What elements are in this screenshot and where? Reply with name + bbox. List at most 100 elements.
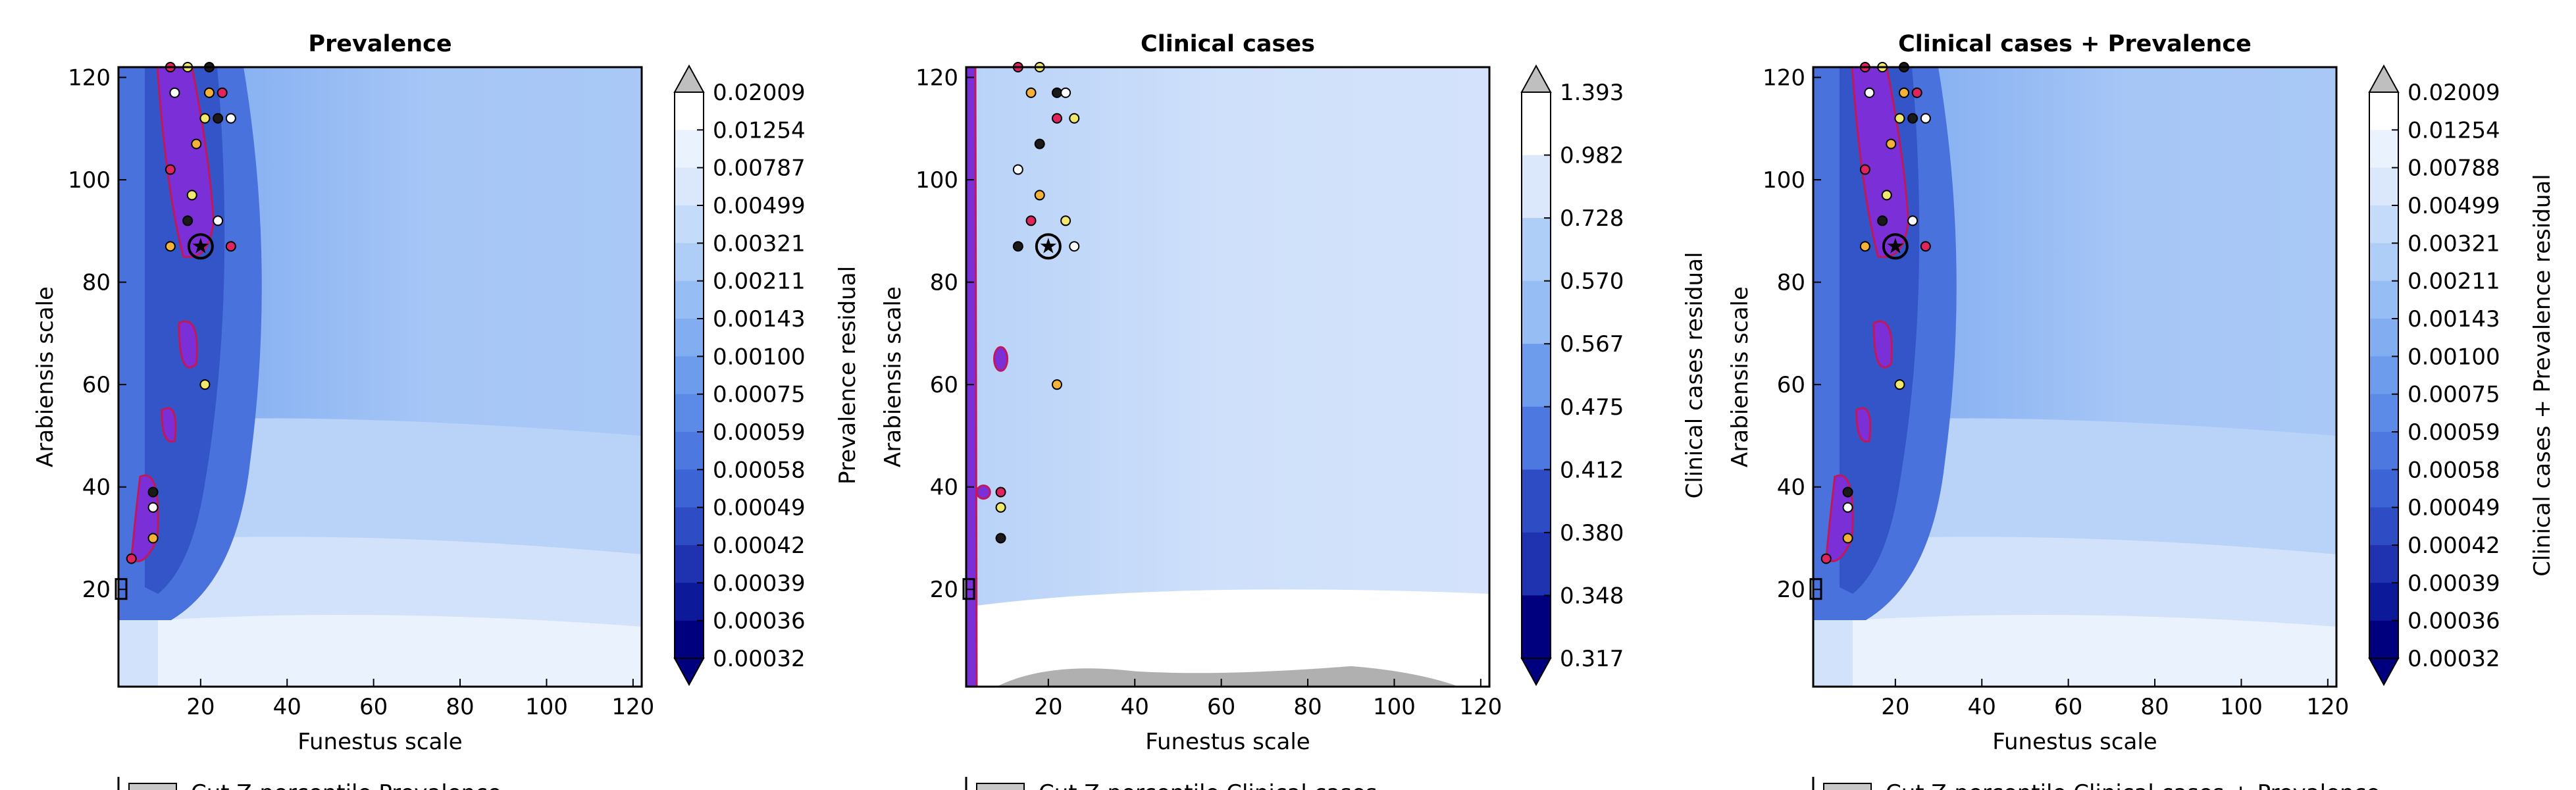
y-axis-label: Arabiensis scale <box>32 286 59 467</box>
colorbar-under-arrow <box>1520 658 1552 687</box>
colorbar-segment <box>675 280 704 319</box>
scatter-point <box>1051 113 1062 124</box>
colorbar-segment <box>675 583 704 621</box>
colorbar-tick-label: 0.00042 <box>2408 533 2500 559</box>
colorbar-tick-label: 0.475 <box>1560 394 1624 421</box>
field-base <box>966 67 1489 687</box>
colorbar-tick-label: 0.00032 <box>713 646 806 672</box>
legend-swatch <box>128 783 177 790</box>
y-tick-label: 120 <box>1763 65 1805 92</box>
colorbar-segment <box>675 205 704 244</box>
heatmap-field <box>1813 67 2336 687</box>
colorbar-tick-label: 0.00075 <box>2408 382 2500 408</box>
colorbar-segment <box>1522 469 1551 533</box>
scatter-point <box>1911 87 1922 98</box>
legend-swatch <box>976 783 1025 790</box>
colorbar-tick-label: 0.02009 <box>713 80 806 106</box>
panel-title: Clinical cases + Prevalence <box>1898 31 2252 57</box>
colorbar-tick-label: 0.00042 <box>713 533 806 559</box>
colorbar-tick-label: 0.00100 <box>2408 344 2500 370</box>
x-tick-label: 20 <box>186 694 215 720</box>
x-tick-label: 40 <box>1121 694 1149 720</box>
colorbar-over-arrow <box>1520 64 1552 93</box>
colorbar-segment <box>675 92 704 130</box>
scatter-point <box>147 487 159 498</box>
scatter-point <box>995 487 1006 498</box>
colorbar-segment <box>2369 92 2398 130</box>
colorbar-segment <box>1522 595 1551 659</box>
colorbar-over-arrow <box>673 64 705 93</box>
heatmap-field <box>966 67 1489 687</box>
scatter-point <box>995 502 1006 513</box>
y-tick-label: 60 <box>930 372 958 398</box>
scatter-point <box>1060 215 1071 226</box>
colorbar-tick-label: 0.412 <box>1560 457 1624 483</box>
x-axis-label: Funestus scale <box>1145 729 1310 755</box>
scatter-point <box>126 553 137 564</box>
x-tick-label: 60 <box>359 694 388 720</box>
x-tick-label: 100 <box>1373 694 1416 720</box>
colorbar-tick-label: 0.00049 <box>713 495 806 521</box>
y-axis-label: Arabiensis scale <box>880 286 906 467</box>
scatter-point <box>182 215 193 226</box>
cut-region-3 <box>1855 407 1872 443</box>
colorbar-segment <box>675 620 704 659</box>
colorbar-segment <box>675 319 704 357</box>
cut-region-small <box>993 346 1009 372</box>
over-range-patch <box>996 666 1460 687</box>
y-tick-label: 80 <box>930 270 958 296</box>
scatter-point <box>1898 87 1909 98</box>
plot-frame <box>965 66 1491 688</box>
colorbar-tick-label: 0.00499 <box>2408 193 2500 219</box>
colorbar-segment <box>675 356 704 395</box>
colorbar-tick-label: 0.728 <box>1560 205 1624 232</box>
cut-region-2 <box>1872 320 1893 369</box>
colorbar-frame <box>2369 92 2399 659</box>
colorbar-segment <box>2369 469 2398 508</box>
y-tick-label: 100 <box>915 167 958 194</box>
x-tick-label: 80 <box>1293 694 1322 720</box>
y-tick-label: 40 <box>1777 475 1805 501</box>
scatter-point <box>1881 190 1892 201</box>
colorbar-label: Clinical cases + Prevalence residual <box>2529 174 2556 576</box>
y-tick-label: 80 <box>82 270 111 296</box>
colorbar-segment <box>1522 406 1551 470</box>
scatter-point <box>1859 164 1870 175</box>
field-band-lightest <box>158 615 642 687</box>
colorbar-tick-label: 0.00143 <box>2408 306 2500 332</box>
field-band-white <box>966 589 1489 687</box>
cut-region-edge <box>966 67 978 687</box>
colorbar-segment <box>1522 155 1551 219</box>
y-tick-label: 80 <box>1777 270 1805 296</box>
cut-region-2 <box>178 320 198 369</box>
scatter-point <box>213 113 224 124</box>
colorbar-segment <box>675 394 704 433</box>
scatter-point <box>1864 87 1875 98</box>
y-tick-label: 40 <box>82 475 111 501</box>
colorbar-tick-label: 0.00039 <box>713 570 806 596</box>
y-tick-label: 40 <box>930 475 958 501</box>
colorbar-segment <box>1522 532 1551 596</box>
scatter-point <box>1859 241 1870 252</box>
colorbar-tick-label: 0.380 <box>1560 520 1624 546</box>
scatter-point <box>1069 113 1080 124</box>
scatter-point <box>1069 241 1080 252</box>
y-tick-label: 120 <box>68 65 111 92</box>
colorbar-segment <box>2369 432 2398 470</box>
best-point-ring <box>1035 233 1062 260</box>
scatter-point <box>169 87 180 98</box>
scatter-point <box>995 533 1006 544</box>
colorbar-segment <box>675 243 704 282</box>
legend-text: Cut Z-percentile Clinical cases <box>1039 780 1378 790</box>
colorbar-tick-label: 0.02009 <box>2408 80 2500 106</box>
x-tick-label: 60 <box>2054 694 2082 720</box>
cut-region-1 <box>1851 67 1910 259</box>
best-point-star <box>1887 238 1904 253</box>
x-tick-label: 60 <box>1207 694 1235 720</box>
colorbar-tick-label: 0.00058 <box>2408 457 2500 483</box>
heatmap-field <box>118 67 642 687</box>
scatter-point <box>191 138 202 149</box>
scatter-point <box>1820 553 1832 564</box>
scatter-point <box>1842 533 1853 544</box>
colorbar-segment <box>2369 620 2398 659</box>
